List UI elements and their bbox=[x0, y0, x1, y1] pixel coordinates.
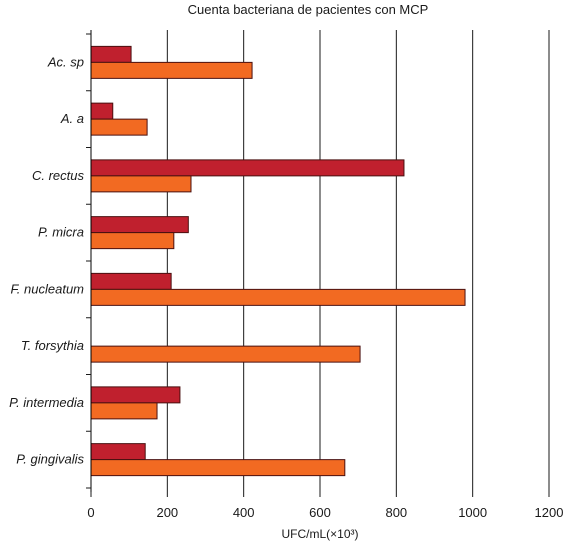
x-tick-label: 1000 bbox=[458, 505, 487, 520]
category-label: F. nucleatum bbox=[11, 281, 85, 296]
x-tick-label: 1200 bbox=[535, 505, 564, 520]
bar-series-2 bbox=[90, 175, 192, 193]
bar-series-2 bbox=[90, 345, 361, 363]
bar-series-1 bbox=[90, 216, 189, 234]
bar-series-2 bbox=[90, 402, 158, 420]
bar-series-2 bbox=[90, 118, 148, 136]
bar-series-1 bbox=[90, 159, 405, 177]
x-tick-label: 600 bbox=[309, 505, 331, 520]
bar-series-1 bbox=[90, 45, 132, 63]
chart-title: Cuenta bacteriana de pacientes con MCP bbox=[188, 2, 429, 17]
category-label: A. a bbox=[60, 111, 84, 126]
bars bbox=[90, 45, 466, 477]
x-axis-label: UFC/mL(×10³) bbox=[281, 527, 358, 541]
category-label: C. rectus bbox=[32, 168, 85, 183]
bar-series-2 bbox=[90, 61, 253, 79]
bar-series-2 bbox=[90, 459, 346, 477]
x-tick-label: 200 bbox=[156, 505, 178, 520]
category-label: Ac. sp bbox=[47, 54, 84, 69]
x-axis-ticks: 0 200 400 600 800 1000 1200 bbox=[87, 492, 563, 520]
gridlines bbox=[166, 30, 550, 492]
x-tick-label: 0 bbox=[87, 505, 94, 520]
category-label: P. micra bbox=[38, 225, 84, 240]
x-tick-label: 800 bbox=[385, 505, 407, 520]
category-label: P. gingivalis bbox=[16, 452, 84, 467]
bar-series-1 bbox=[90, 386, 181, 404]
bar-series-2 bbox=[90, 288, 466, 306]
bar-series-1 bbox=[90, 102, 114, 120]
category-label: P. intermedia bbox=[9, 395, 84, 410]
x-tick-label: 400 bbox=[233, 505, 255, 520]
bar-series-1 bbox=[90, 443, 146, 461]
category-labels: Ac. sp A. a C. rectus P. micra F. nucleatum T… bbox=[9, 33, 91, 489]
category-label: T. forsythia bbox=[21, 338, 84, 353]
bar-series-2 bbox=[90, 232, 175, 250]
bar-series-1 bbox=[90, 272, 172, 290]
